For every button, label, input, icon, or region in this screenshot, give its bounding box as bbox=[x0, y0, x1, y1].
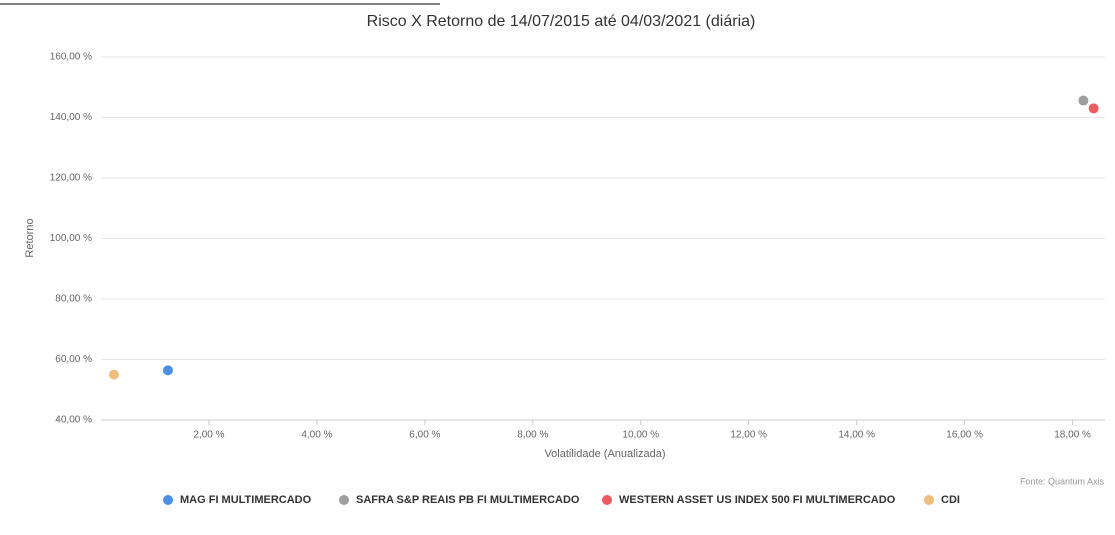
point bbox=[1088, 103, 1099, 114]
x-tick-label: 12,00 % bbox=[730, 430, 767, 441]
legend-label: WESTERN ASSET US INDEX 500 FI MULTIMERCA… bbox=[619, 494, 896, 506]
legend-marker bbox=[339, 495, 349, 505]
point bbox=[162, 365, 173, 376]
y-tick-label: 80,00 % bbox=[55, 294, 92, 305]
x-tick-label: 6,00 % bbox=[409, 430, 440, 441]
point bbox=[108, 369, 119, 380]
x-tick-label: 8,00 % bbox=[517, 430, 548, 441]
y-tick-label: 60,00 % bbox=[55, 354, 92, 365]
chart-title: Risco X Retorno de 14/07/2015 até 04/03/… bbox=[367, 13, 756, 30]
legend-label: CDI bbox=[941, 494, 960, 506]
source: Fonte: Quantum Axis bbox=[1020, 476, 1105, 486]
x-tick-label: 18,00 % bbox=[1054, 430, 1091, 441]
y-axis-label: Retorno bbox=[24, 218, 36, 257]
y-tick-label: 160,00 % bbox=[50, 52, 92, 63]
x-tick-label: 16,00 % bbox=[946, 430, 983, 441]
point bbox=[1078, 95, 1089, 106]
x-tick-label: 14,00 % bbox=[838, 430, 875, 441]
y-tick-label: 120,00 % bbox=[50, 173, 92, 184]
legend-marker bbox=[163, 495, 173, 505]
x-axis-label: Volatilidade (Anualizada) bbox=[544, 448, 665, 460]
legend-marker bbox=[924, 495, 934, 505]
y-tick-label: 100,00 % bbox=[50, 233, 92, 244]
x-tick-label: 10,00 % bbox=[622, 430, 659, 441]
y-tick-label: 40,00 % bbox=[55, 415, 92, 426]
legend-label: SAFRA S&P REAIS PB FI MULTIMERCADO bbox=[356, 494, 580, 506]
legend-marker bbox=[602, 495, 612, 505]
x-tick-label: 4,00 % bbox=[301, 430, 332, 441]
legend-label: MAG FI MULTIMERCADO bbox=[180, 494, 312, 506]
y-tick-label: 140,00 % bbox=[50, 112, 92, 123]
x-tick-label: 2,00 % bbox=[193, 430, 224, 441]
